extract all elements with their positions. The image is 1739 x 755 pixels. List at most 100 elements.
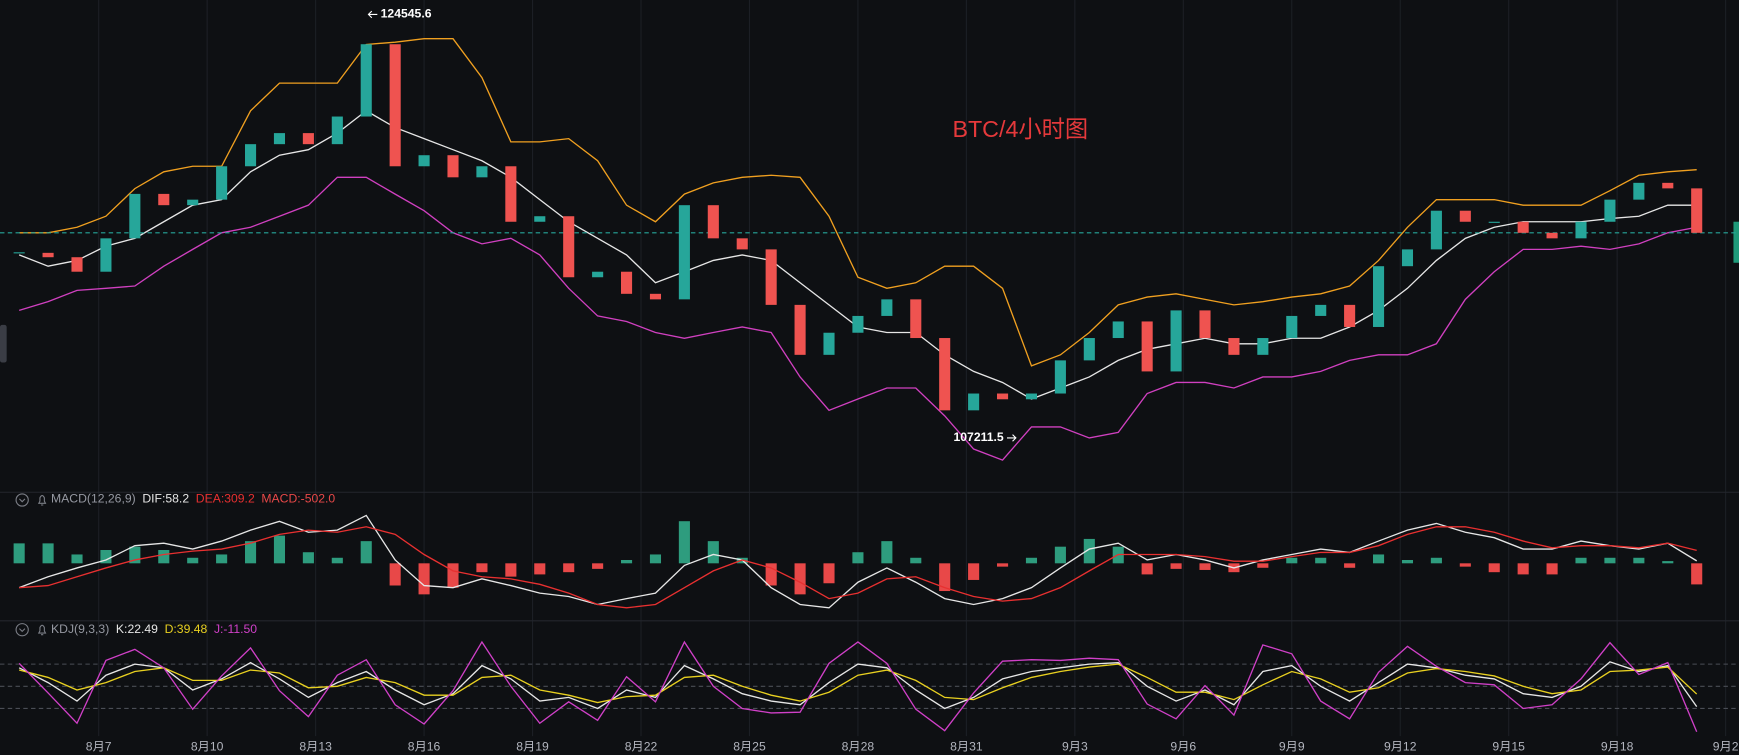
histogram-bar: [447, 563, 459, 588]
histogram-bar: [1430, 557, 1442, 564]
indicator-line: [18, 514, 1698, 609]
histogram-bar: [1083, 538, 1095, 564]
histogram-bar: [302, 552, 314, 564]
histogram-bar: [129, 546, 141, 564]
legend-entry: MACD:-502.0: [261, 492, 335, 506]
candle-body: [1344, 304, 1356, 327]
legend-entry: KDJ(9,3,3): [51, 622, 109, 636]
candle-body: [1662, 182, 1674, 189]
chevron: [19, 628, 26, 633]
histogram-bar: [360, 541, 372, 564]
histogram-bar: [42, 543, 54, 564]
candle-body: [418, 155, 430, 167]
histogram-bar: [910, 557, 922, 564]
histogram-bar: [678, 521, 690, 564]
candle-body: [1488, 221, 1500, 223]
histogram-bar: [1517, 563, 1529, 575]
bell-icon[interactable]: [37, 495, 47, 506]
candle-body: [158, 193, 170, 206]
histogram-bar: [794, 563, 806, 595]
candle-body: [273, 133, 286, 145]
side-tab[interactable]: [0, 324, 7, 363]
candle-body: [42, 252, 54, 258]
chevron: [19, 498, 26, 503]
candle-body: [968, 393, 980, 411]
candle-body: [1373, 266, 1385, 327]
histogram-bar: [852, 552, 864, 564]
candle-body: [1575, 221, 1587, 239]
candle-body: [1517, 221, 1529, 233]
indicator-line: [19, 526, 1697, 609]
x-tick-label: 9月18: [1601, 739, 1634, 753]
indicator-line: [18, 640, 1698, 733]
indicator-line: [18, 176, 1697, 461]
histogram-bar: [100, 550, 112, 564]
legend-entry: D:39.48: [165, 622, 208, 636]
candle-body: [1141, 321, 1153, 372]
candle-body: [592, 271, 604, 278]
candle-body: [534, 216, 546, 222]
x-tick-label: 9月9: [1279, 739, 1305, 753]
histogram-bar: [1401, 560, 1414, 564]
candle-body: [1054, 360, 1066, 394]
x-tick-label: 8月7: [86, 739, 112, 753]
candle-body: [100, 238, 112, 272]
candle-body: [939, 338, 951, 411]
kdj-header-icons[interactable]: [15, 623, 47, 637]
collapse-icon[interactable]: [15, 493, 29, 507]
histogram-bar: [1141, 563, 1153, 575]
histogram-bar: [505, 563, 517, 577]
histogram-bar: [592, 563, 604, 569]
candle-body: [13, 252, 25, 254]
x-tick-label: 8月16: [408, 739, 441, 753]
candle-body: [1025, 393, 1038, 400]
histogram-bar: [331, 557, 343, 564]
legend-entry: J:-11.50: [214, 622, 257, 636]
candle-body: [563, 216, 575, 278]
x-tick-label: 9月2: [1713, 739, 1739, 753]
x-tick-label: 8月13: [299, 739, 332, 753]
candle-body: [476, 166, 488, 178]
bell-icon[interactable]: [37, 624, 47, 636]
collapse-icon[interactable]: [15, 623, 29, 637]
candle-body: [505, 166, 517, 222]
histogram-bar: [1054, 546, 1066, 564]
histogram-bar: [476, 563, 488, 573]
candle-body: [997, 393, 1009, 400]
x-tick-label: 8月22: [625, 739, 658, 753]
candle-body: [707, 205, 719, 239]
legend-entry: MACD(12,26,9): [51, 492, 136, 506]
histogram-bar: [1344, 563, 1356, 568]
chart-title: BTC/4小时图: [952, 116, 1088, 142]
candle-body: [245, 144, 257, 167]
candle-body: [216, 166, 228, 200]
candle-body: [1604, 199, 1616, 222]
candle-body: [331, 116, 343, 145]
histogram-bar: [823, 563, 835, 584]
histogram-bar: [534, 563, 546, 575]
histogram-bar: [1257, 563, 1269, 568]
candle-body: [852, 315, 864, 333]
histogram-bar: [273, 535, 286, 564]
histogram-bar: [187, 557, 199, 564]
histogram-bar: [1604, 557, 1616, 564]
histogram-bar: [13, 543, 25, 564]
candle-body: [1257, 338, 1269, 355]
macd-header-icons[interactable]: [15, 493, 47, 507]
histogram-bar: [939, 563, 951, 592]
price-tag-edge: [1733, 221, 1739, 263]
x-tick-label: 9月15: [1492, 739, 1525, 753]
histogram-bar: [881, 541, 893, 564]
histogram-bar: [71, 554, 83, 564]
candle-body: [1286, 315, 1298, 339]
candle-body: [1199, 310, 1211, 339]
histogram-bar: [1575, 557, 1587, 564]
candle-body: [1228, 338, 1240, 355]
histogram-bar: [1286, 557, 1298, 564]
x-tick-label: 8月28: [842, 739, 875, 753]
histogram-bar: [563, 563, 575, 573]
histogram-bar: [1691, 563, 1703, 585]
histogram-bar: [1488, 563, 1500, 573]
x-tick-label: 8月10: [191, 739, 224, 753]
